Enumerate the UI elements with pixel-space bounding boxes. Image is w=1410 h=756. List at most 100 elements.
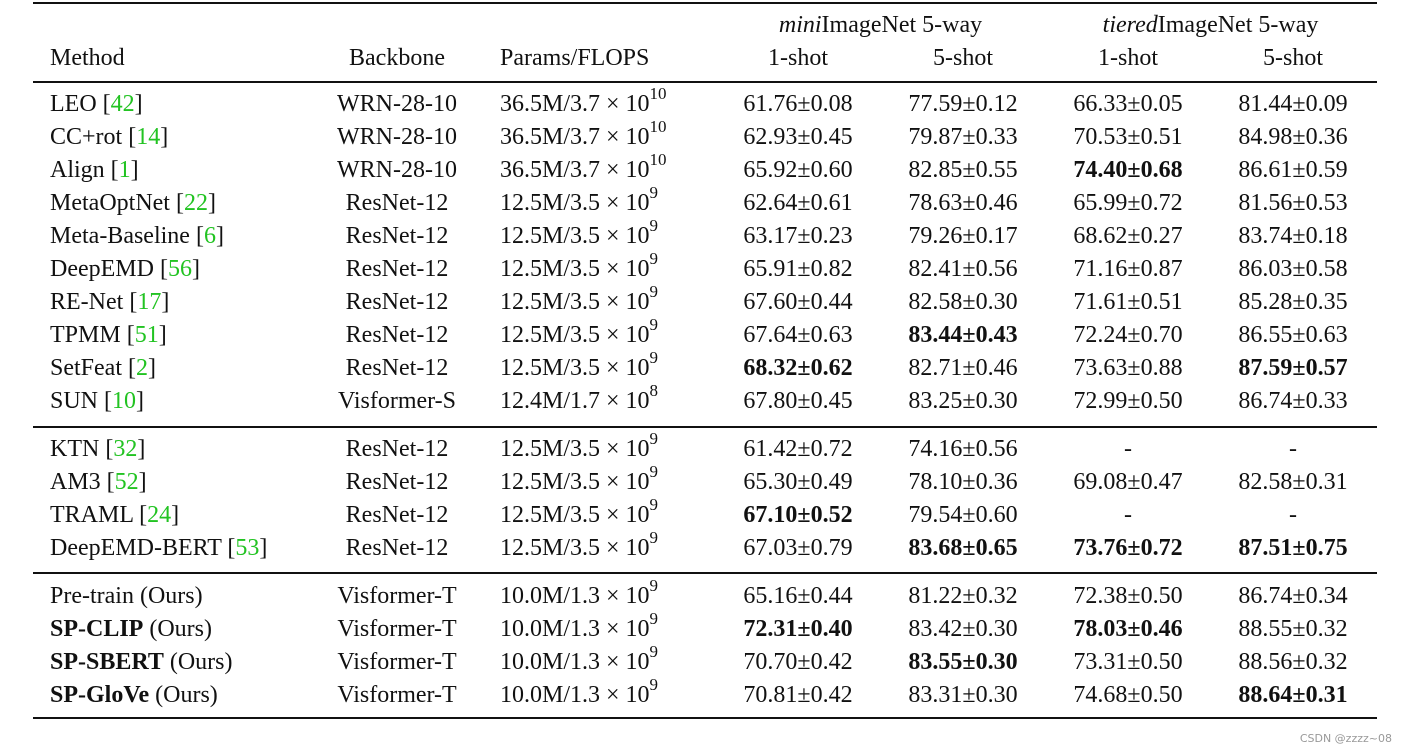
result-cell: 81.56±0.53 [1238,190,1348,216]
group-header: tieredImageNet 5-way [1046,10,1376,40]
bottom-rule [33,717,1377,719]
backbone-cell: Visformer-T [337,682,457,708]
result-cell: 67.10±0.52 [743,502,853,528]
result-cell: 82.58±0.31 [1238,469,1348,495]
params-cell: 12.5M/3.5 × 109 [500,430,658,464]
text-segment: ] [130,157,139,183]
text-segment: ImageNet 5-way [1157,12,1319,38]
backbone-cell: ResNet-12 [345,535,449,561]
result-cell: 71.16±0.87 [1073,256,1183,282]
column-header: Params/FLOPS [500,45,650,71]
section-rule [33,572,1377,574]
text-segment: SUN [ [50,388,113,414]
backbone-cell: WRN-28-10 [337,124,457,150]
text-segment: tiered [1102,12,1158,38]
result-cell: 70.53±0.51 [1073,124,1183,150]
params-cell: 12.5M/3.5 × 109 [500,283,658,317]
params-base: 12.5M/3.5 × 10 [500,469,650,495]
params-exponent: 8 [649,381,659,400]
params-exponent: 9 [649,462,659,481]
params-base: 12.5M/3.5 × 10 [500,190,650,216]
text-segment: ] [171,502,180,528]
method-cell: RE-Net [17] [50,287,169,317]
text-segment: LEO [ [50,91,111,117]
backbone-cell: ResNet-12 [345,355,449,381]
column-header: 1-shot [768,45,828,71]
text-segment: 22 [183,190,208,216]
text-segment: 24 [147,502,172,528]
text-segment: 51 [134,322,159,348]
result-cell: 72.99±0.50 [1073,388,1183,414]
result-cell: 81.44±0.09 [1238,91,1348,117]
text-segment: SetFeat [ [50,355,136,381]
text-segment: CC+rot [ [50,124,137,150]
column-header: 5-shot [933,45,993,71]
result-cell: 67.64±0.63 [743,322,853,348]
method-cell: CC+rot [14] [50,122,168,152]
method-cell: TRAML [24] [50,500,179,530]
params-cell: 36.5M/3.7 × 1010 [500,85,667,119]
result-cell: 62.64±0.61 [743,190,853,216]
result-cell: 87.59±0.57 [1238,355,1348,381]
params-exponent: 9 [649,183,659,202]
text-segment: Align [ [50,157,119,183]
params-exponent: 9 [649,609,659,628]
text-segment: ] [147,355,156,381]
text-segment: ] [134,91,143,117]
result-cell: 68.62±0.27 [1073,223,1183,249]
method-cell: Pre-train (Ours) [50,581,203,611]
column-header: Method [50,45,125,71]
text-segment: 56 [167,256,192,282]
result-cell: 86.55±0.63 [1238,322,1348,348]
result-cell: 65.91±0.82 [743,256,853,282]
result-cell: 86.61±0.59 [1238,157,1348,183]
params-base: 12.5M/3.5 × 10 [500,223,650,249]
text-segment: Meta-Baseline [ [50,223,204,249]
params-exponent: 9 [649,576,659,595]
watermark: CSDN @zzzz~08 [1299,732,1392,745]
params-cell: 12.5M/3.5 × 109 [500,463,658,497]
method-cell: DeepEMD-BERT [53] [50,533,267,563]
method-cell: LEO [42] [50,89,143,119]
result-cell: 83.42±0.30 [908,616,1018,642]
result-cell: 71.61±0.51 [1073,289,1183,315]
result-cell: 83.68±0.65 [908,535,1018,561]
params-cell: 12.5M/3.5 × 109 [500,316,658,350]
result-cell: - [1289,502,1297,528]
text-segment: SP-CLIP [50,616,144,642]
text-segment: ] [158,322,167,348]
method-cell: SP-GloVe (Ours) [50,680,218,710]
params-cell: 10.0M/1.3 × 109 [500,610,658,644]
params-base: 10.0M/1.3 × 10 [500,649,650,675]
params-base: 12.5M/3.5 × 10 [500,535,650,561]
text-segment: ] [161,289,170,315]
result-cell: 83.55±0.30 [908,649,1018,675]
backbone-cell: ResNet-12 [345,502,449,528]
result-cell: 81.22±0.32 [908,583,1018,609]
text-segment: DeepEMD [ [50,256,168,282]
text-segment: 1 [118,157,131,183]
text-segment: ] [136,388,145,414]
result-cell: 61.76±0.08 [743,91,853,117]
params-exponent: 10 [649,150,667,169]
params-base: 10.0M/1.3 × 10 [500,583,650,609]
text-segment: ] [160,124,169,150]
backbone-cell: ResNet-12 [345,322,449,348]
params-cell: 10.0M/1.3 × 109 [500,577,658,611]
column-header: 5-shot [1263,45,1323,71]
column-header: 1-shot [1098,45,1158,71]
backbone-cell: ResNet-12 [345,436,449,462]
result-cell: 74.40±0.68 [1073,157,1183,183]
params-base: 36.5M/3.7 × 10 [500,91,650,117]
params-exponent: 9 [649,495,659,514]
result-cell: 78.63±0.46 [908,190,1018,216]
params-exponent: 9 [649,282,659,301]
text-segment: (Ours) [163,649,233,675]
backbone-cell: WRN-28-10 [337,91,457,117]
text-segment: TRAML [ [50,502,148,528]
backbone-cell: Visformer-S [337,388,457,414]
backbone-cell: ResNet-12 [345,256,449,282]
header-rule [33,81,1377,83]
text-segment: ImageNet 5-way [821,12,983,38]
